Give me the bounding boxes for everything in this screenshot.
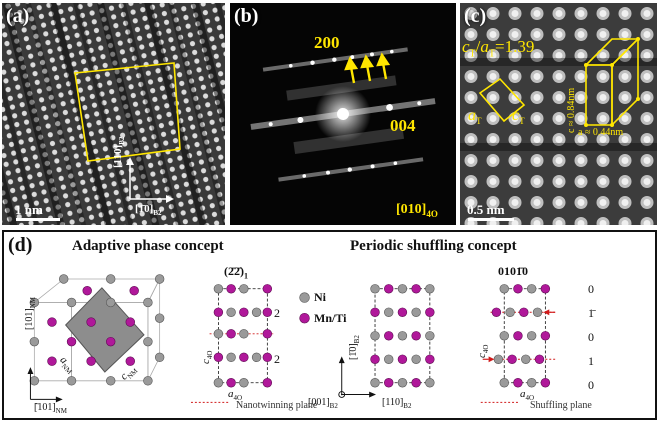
shuffle-value-2: 0 bbox=[588, 330, 594, 344]
adaptive-phase-title: Adaptive phase concept bbox=[72, 238, 224, 254]
panel-d-schematics: (d) Adaptive phase concept Periodic shuf… bbox=[2, 230, 657, 420]
c-dimension-label: c ≈ 0.84nm bbox=[566, 87, 577, 133]
axis-label-110-b2: [110]B2 bbox=[382, 397, 412, 410]
c-4o-label-right: c4O bbox=[476, 344, 491, 358]
axis-label-1bar01-nm: [̄101]NM bbox=[34, 402, 67, 415]
legend-mn-marker bbox=[299, 312, 310, 324]
a-dimension-label: a ≈ 0.44nm bbox=[578, 127, 624, 138]
shuffle-value-1: 1̄ bbox=[588, 306, 594, 320]
twin-count-2: 2 bbox=[274, 352, 280, 366]
ratio-label: cT/aT=1.39 bbox=[462, 37, 535, 60]
twin-count-1: 2 bbox=[274, 306, 280, 320]
selection-box bbox=[74, 62, 181, 162]
a-4o-label-right: a4O bbox=[520, 388, 535, 403]
nm-cube bbox=[27, 274, 165, 403]
haadf-image-c bbox=[460, 3, 657, 225]
shuffle-value-0: 0 bbox=[588, 282, 594, 296]
panel-b-fft: (b) 200 004 [010]4O bbox=[230, 3, 456, 225]
scale-bar-label-a: 1 nm bbox=[15, 202, 43, 217]
shuffle-value-4: 0 bbox=[588, 378, 594, 392]
direction-label-1bar10: [1̄0]B2 bbox=[135, 203, 162, 218]
axis-label-001-b2: [001]B2 bbox=[308, 397, 338, 410]
axis-label-101-nm: [101]NM bbox=[24, 297, 37, 330]
crystal-schematics bbox=[27, 274, 558, 403]
axis-label-1bar10-b2: [1̄0]B2 bbox=[348, 335, 361, 360]
panel-b-label: (b) bbox=[234, 5, 259, 27]
shuffling-plane-legend: Shuffling plane bbox=[530, 400, 592, 411]
shuffle-sequence-label: 0101̄0 bbox=[498, 264, 528, 278]
fft-pattern bbox=[230, 3, 456, 225]
scale-bar-label-c: 0.5 nm bbox=[467, 202, 505, 217]
a-4o-label-left: a4O bbox=[228, 388, 243, 403]
panel-a-haadf-image: (a) [110]B2 [1̄0]B2 1 nm bbox=[2, 3, 225, 225]
panel-a-label: (a) bbox=[6, 5, 30, 27]
a-t-label: aT bbox=[468, 107, 482, 127]
panel-c-magnified-image: (c) cT/aT=1.39 aT cT c ≈ 0.84nm a ≈ 0.44… bbox=[460, 3, 657, 225]
twin-plane-label: (2̄2̄)1 bbox=[224, 264, 248, 281]
scale-bar-a bbox=[16, 218, 60, 221]
haadf-image-a bbox=[2, 3, 225, 225]
spot-label-004: 004 bbox=[390, 116, 416, 135]
zone-axis-label: [010]4O bbox=[396, 202, 438, 219]
shuffle-value-3: 1 bbox=[588, 354, 594, 368]
nanotwinning-plane-legend: Nanotwinning plane bbox=[236, 400, 318, 411]
c-4o-label-left: c4O bbox=[200, 350, 215, 364]
periodic-shuffling-title: Periodic shuffling concept bbox=[350, 238, 517, 254]
legend-ni-marker bbox=[299, 292, 310, 303]
direction-label-110: [110]B2 bbox=[112, 136, 127, 168]
adaptive-cell bbox=[190, 284, 274, 403]
spot-label-200: 200 bbox=[314, 33, 340, 52]
c-t-label: cT bbox=[512, 107, 525, 127]
legend-ni-label: Ni bbox=[314, 290, 326, 304]
b2-cell bbox=[338, 284, 435, 398]
legend-mn-label: Mn/Ti bbox=[314, 311, 347, 325]
shuffle-cell bbox=[480, 284, 558, 403]
unit-cell-outline bbox=[478, 77, 526, 123]
panel-c-label: (c) bbox=[464, 5, 487, 27]
scale-bar-c bbox=[468, 218, 514, 221]
panel-d-label: (d) bbox=[8, 234, 33, 256]
